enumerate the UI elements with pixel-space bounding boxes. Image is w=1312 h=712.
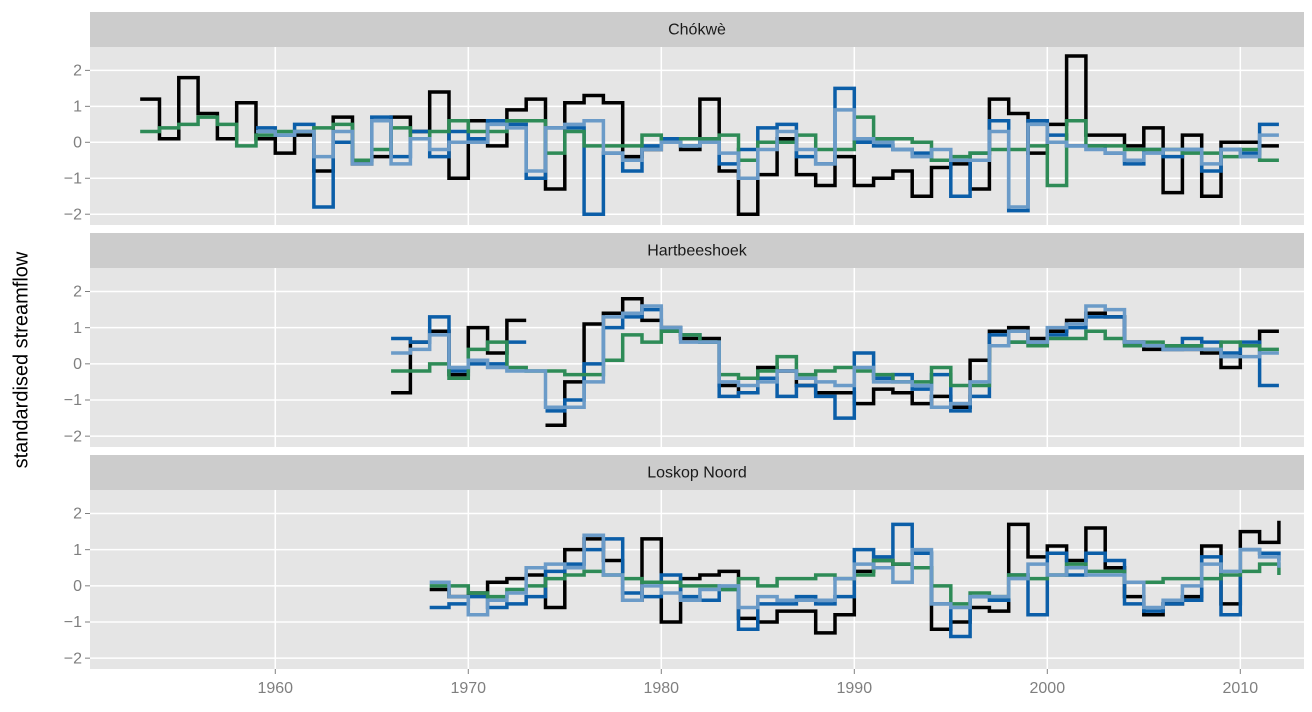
y-tick-label: 1 <box>73 542 82 559</box>
y-axis-label: standardised streamflow <box>10 251 32 468</box>
y-tick-label: 2 <box>73 284 82 301</box>
strip <box>90 455 1304 490</box>
y-tick-label: −2 <box>64 428 82 445</box>
y-tick-label: −2 <box>64 206 82 223</box>
series-line <box>140 115 1279 188</box>
strip <box>90 12 1304 47</box>
y-tick-label: 1 <box>73 320 82 337</box>
x-tick-label: 1990 <box>837 680 873 697</box>
y-tick-label: −1 <box>64 614 82 631</box>
y-tick-label: −1 <box>64 170 82 187</box>
series-line <box>391 304 1279 409</box>
panel-title: Chókwè <box>668 22 726 39</box>
y-tick-label: 1 <box>73 99 82 116</box>
y-tick-label: 0 <box>73 578 82 595</box>
y-tick-label: 2 <box>73 63 82 80</box>
plot-area <box>90 268 1304 447</box>
y-tick-label: 2 <box>73 506 82 523</box>
y-tick-label: 0 <box>73 135 82 152</box>
y-tick-label: 0 <box>73 356 82 373</box>
y-tick-label: −1 <box>64 392 82 409</box>
panel-title: Loskop Noord <box>647 465 747 482</box>
x-tick-label: 1960 <box>257 680 293 697</box>
strip <box>90 233 1304 268</box>
series-line <box>255 108 1279 209</box>
series-line <box>429 533 1281 617</box>
panel-title: Hartbeeshoek <box>647 243 748 260</box>
x-tick-label: 2010 <box>1223 680 1259 697</box>
x-tick-label: 2000 <box>1030 680 1066 697</box>
y-tick-label: −2 <box>64 650 82 667</box>
x-tick-label: 1980 <box>643 680 679 697</box>
x-tick-label: 1970 <box>450 680 486 697</box>
